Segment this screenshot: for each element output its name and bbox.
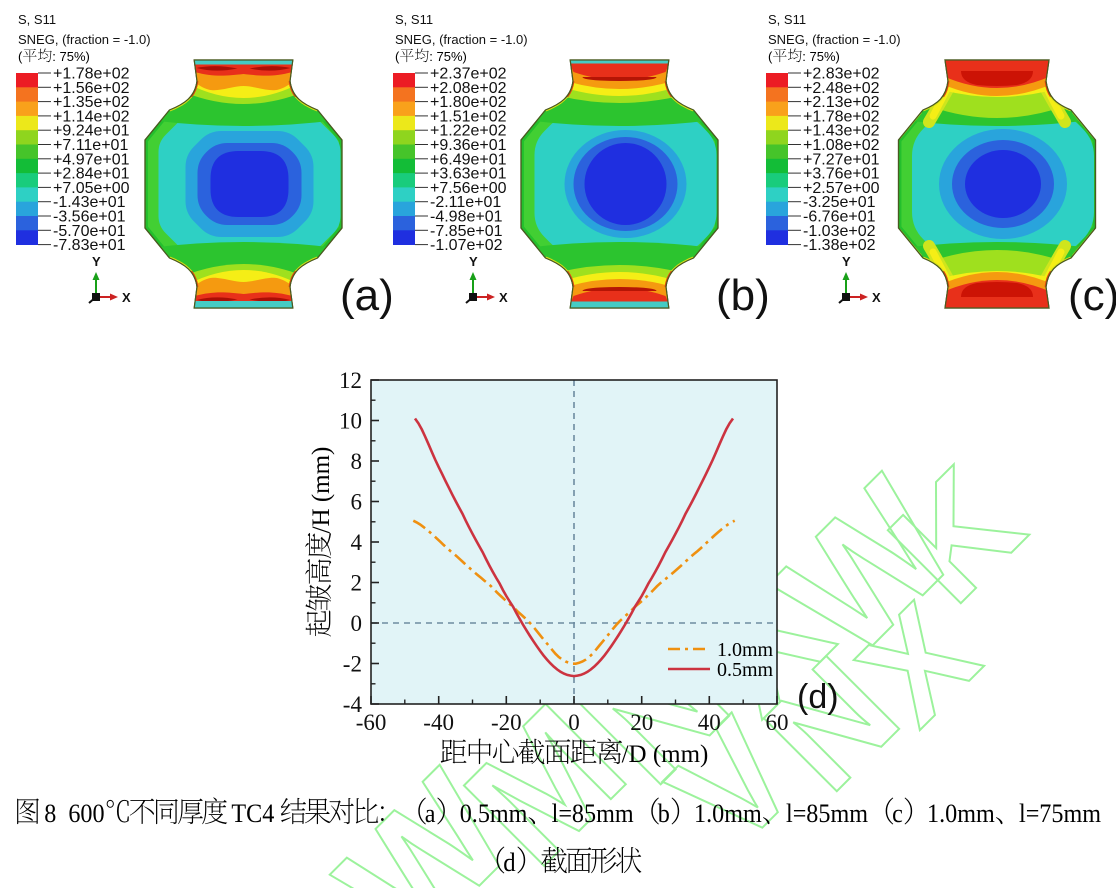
svg-text:+1.43e+02: +1.43e+02	[803, 123, 880, 140]
svg-text:l=85mm: l=85mm	[786, 800, 868, 828]
svg-text:+1.51e+02: +1.51e+02	[430, 108, 507, 125]
svg-text:0: 0	[568, 710, 580, 735]
svg-text:40: 40	[698, 710, 721, 735]
svg-text:SNEG, (fraction = -1.0): SNEG, (fraction = -1.0)	[768, 32, 901, 47]
svg-text:60: 60	[766, 710, 789, 735]
svg-text:+2.83e+02: +2.83e+02	[803, 66, 880, 83]
svg-text:-20: -20	[491, 710, 522, 735]
svg-text:S, S11: S, S11	[18, 12, 56, 27]
svg-text:+1.78e+02: +1.78e+02	[53, 66, 130, 83]
svg-text:+1.22e+02: +1.22e+02	[430, 123, 507, 140]
svg-text:a: a	[425, 800, 436, 828]
svg-text:-1.38e+02: -1.38e+02	[803, 237, 876, 254]
svg-text:S, S11: S, S11	[768, 12, 806, 27]
svg-text:+3.76e+01: +3.76e+01	[803, 166, 880, 183]
svg-text:(: (	[768, 49, 773, 64]
svg-text:+1.08e+02: +1.08e+02	[803, 137, 880, 154]
svg-text:-3.56e+01: -3.56e+01	[53, 209, 126, 226]
svg-text:TC4: TC4	[225, 800, 280, 828]
svg-text:-1.43e+01: -1.43e+01	[53, 194, 126, 211]
svg-text:: 75%): : 75%)	[802, 49, 840, 64]
svg-text:S, S11: S, S11	[395, 12, 433, 27]
svg-text:+2.37e+02: +2.37e+02	[430, 66, 507, 83]
svg-text:0.5mm: 0.5mm	[717, 659, 774, 681]
svg-text:+1.14e+02: +1.14e+02	[53, 108, 130, 125]
svg-text:+7.27e+01: +7.27e+01	[803, 151, 880, 168]
svg-text:(b): (b)	[716, 271, 770, 320]
svg-text:d: d	[503, 848, 516, 877]
svg-text:1.0mm: 1.0mm	[927, 800, 995, 828]
svg-text:/D (mm): /D (mm)	[622, 741, 709, 768]
svg-text:10: 10	[339, 409, 362, 434]
svg-text:-4.98e+01: -4.98e+01	[430, 209, 503, 226]
svg-text:X: X	[122, 290, 131, 305]
svg-text:(d): (d)	[797, 678, 839, 716]
svg-text:-1.07e+02: -1.07e+02	[430, 237, 503, 254]
svg-text:+1.56e+02: +1.56e+02	[53, 80, 130, 97]
svg-text:0: 0	[351, 611, 363, 636]
svg-text:-40: -40	[423, 710, 454, 735]
svg-text:X: X	[499, 290, 508, 305]
svg-text:(: (	[395, 49, 400, 64]
svg-text:12: 12	[339, 368, 362, 393]
svg-text:-4: -4	[343, 692, 363, 717]
svg-text:Y: Y	[92, 254, 101, 269]
svg-text:+4.97e+01: +4.97e+01	[53, 151, 130, 168]
svg-text:Y: Y	[842, 254, 851, 269]
svg-text:X: X	[872, 290, 881, 305]
svg-text:+2.13e+02: +2.13e+02	[803, 94, 880, 111]
svg-text:/H (mm): /H (mm)	[308, 447, 335, 534]
svg-text:+2.57e+00: +2.57e+00	[803, 180, 880, 197]
svg-text:Y: Y	[469, 254, 478, 269]
svg-text:2: 2	[351, 571, 363, 596]
svg-text:+9.36e+01: +9.36e+01	[430, 137, 507, 154]
svg-text:1.0mm: 1.0mm	[694, 800, 762, 828]
svg-text:6: 6	[351, 490, 363, 515]
svg-text:-7.85e+01: -7.85e+01	[430, 223, 503, 240]
svg-text:-6.76e+01: -6.76e+01	[803, 209, 876, 226]
svg-text:+1.80e+02: +1.80e+02	[430, 94, 507, 111]
svg-text:: 75%): : 75%)	[52, 49, 90, 64]
svg-text:+2.08e+02: +2.08e+02	[430, 80, 507, 97]
svg-text:-7.83e+01: -7.83e+01	[53, 237, 126, 254]
svg-text:(: (	[18, 49, 23, 64]
svg-text:+7.11e+01: +7.11e+01	[53, 137, 128, 154]
svg-text:b: b	[658, 800, 670, 828]
svg-text:8: 8	[351, 449, 363, 474]
svg-text:+1.35e+02: +1.35e+02	[53, 94, 130, 111]
svg-text:-5.70e+01: -5.70e+01	[53, 223, 126, 240]
svg-text:-3.25e+01: -3.25e+01	[803, 194, 876, 211]
svg-text:(c): (c)	[1068, 271, 1116, 320]
svg-text:-2: -2	[343, 652, 362, 677]
svg-text:c: c	[892, 800, 903, 828]
svg-text:SNEG, (fraction = -1.0): SNEG, (fraction = -1.0)	[395, 32, 528, 47]
svg-text:+6.49e+01: +6.49e+01	[430, 151, 507, 168]
svg-text:+7.05e+00: +7.05e+00	[53, 180, 130, 197]
svg-text:-2.11e+01: -2.11e+01	[430, 194, 501, 211]
svg-text:-60: -60	[356, 710, 387, 735]
svg-text:+3.63e+01: +3.63e+01	[430, 166, 507, 183]
svg-text:l=75mm: l=75mm	[1019, 800, 1101, 828]
svg-text:1.0mm: 1.0mm	[717, 639, 774, 661]
svg-text:8 600: 8 600	[38, 800, 104, 828]
svg-text:(a): (a)	[340, 271, 394, 320]
svg-text:+2.84e+01: +2.84e+01	[53, 166, 130, 183]
svg-text:l=85mm: l=85mm	[552, 800, 634, 828]
svg-text:20: 20	[630, 710, 653, 735]
svg-text:+1.78e+02: +1.78e+02	[803, 108, 880, 125]
svg-text:+7.56e+00: +7.56e+00	[430, 180, 507, 197]
svg-text:SNEG, (fraction = -1.0): SNEG, (fraction = -1.0)	[18, 32, 151, 47]
svg-text:0.5mm: 0.5mm	[460, 800, 528, 828]
svg-text:4: 4	[351, 530, 363, 555]
svg-text:: 75%): : 75%)	[429, 49, 467, 64]
svg-text:+9.24e+01: +9.24e+01	[53, 123, 130, 140]
svg-text:+2.48e+02: +2.48e+02	[803, 80, 880, 97]
svg-text:-1.03e+02: -1.03e+02	[803, 223, 876, 240]
